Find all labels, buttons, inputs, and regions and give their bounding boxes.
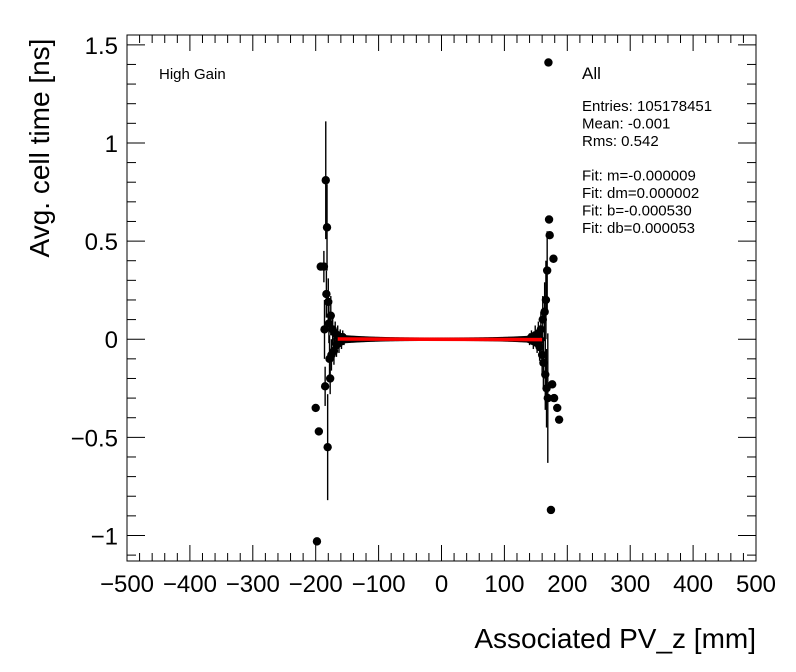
- point-marker: [320, 325, 329, 334]
- y-axis-title: Avg. cell time [ns]: [24, 39, 55, 258]
- data-point: [554, 415, 564, 424]
- data-point: [323, 394, 332, 501]
- x-tick-label: −400: [163, 571, 217, 598]
- y-tick-label: −1: [91, 523, 118, 550]
- x-tick-label: −200: [289, 571, 343, 598]
- data-point: [322, 184, 332, 271]
- stats-line: Entries: 105178451: [582, 98, 712, 115]
- x-tick-label: −100: [352, 571, 406, 598]
- point-marker: [545, 230, 554, 240]
- data-point: [542, 231, 552, 310]
- y-tick-label: 0.5: [85, 229, 118, 256]
- x-axis-title: Associated PV_z [mm]: [474, 623, 756, 654]
- point-marker: [322, 223, 332, 232]
- point-marker: [548, 380, 557, 389]
- data-point: [545, 230, 554, 240]
- y-tick-label: 0: [105, 327, 118, 354]
- data-point: [311, 403, 320, 413]
- point-marker: [541, 295, 551, 305]
- data-point: [320, 366, 330, 406]
- point-marker: [553, 403, 562, 413]
- point-marker: [544, 215, 554, 224]
- data-point: [549, 393, 559, 403]
- tick-labels: −500 −400 −300 −200 −100 0 100 200 300 400 500 −1 −0…: [71, 33, 776, 598]
- stats-line: Fit: db=0.000053: [582, 220, 695, 237]
- gain-label: High Gain: [159, 66, 226, 83]
- stats-line: Mean: -0.001: [582, 115, 670, 132]
- data-point: [546, 505, 556, 515]
- data-point: [544, 215, 554, 224]
- x-tick-label: 500: [736, 571, 776, 598]
- point-marker: [325, 374, 335, 383]
- y-tick-label: 1: [105, 131, 118, 158]
- fit-line: [337, 337, 543, 342]
- data-layer: [311, 58, 564, 546]
- point-marker: [322, 289, 331, 299]
- point-marker: [321, 176, 330, 185]
- y-tick-label: 1.5: [85, 33, 118, 60]
- x-tick-label: 300: [610, 571, 650, 598]
- stats-line: Fit: b=-0.000530: [582, 202, 692, 219]
- selection-label: All: [582, 64, 601, 83]
- point-marker: [544, 58, 553, 67]
- data-point: [553, 403, 562, 413]
- point-marker: [319, 262, 329, 271]
- data-point: [314, 427, 324, 436]
- stats-line: Fit: dm=0.000002: [582, 185, 699, 202]
- point-marker: [314, 427, 324, 436]
- data-point: [549, 254, 558, 263]
- point-marker: [554, 415, 564, 424]
- point-marker: [326, 311, 335, 320]
- x-tick-label: 0: [435, 571, 448, 598]
- data-point: [312, 537, 322, 546]
- axis-ticks: [126, 35, 757, 561]
- stats-line: Rms: 0.542: [582, 133, 659, 150]
- data-point: [319, 250, 329, 283]
- data-point: [544, 58, 553, 67]
- x-tick-label: 400: [673, 571, 713, 598]
- y-tick-label: −0.5: [71, 425, 118, 452]
- point-marker: [549, 393, 559, 403]
- x-tick-label: −500: [100, 571, 154, 598]
- data-point: [325, 362, 335, 395]
- point-marker: [323, 442, 332, 452]
- x-tick-label: −300: [226, 571, 280, 598]
- point-marker: [311, 403, 320, 413]
- point-marker: [549, 254, 558, 263]
- data-point: [320, 299, 329, 359]
- point-marker: [543, 393, 553, 403]
- stats-line: Fit: m=-0.000009: [582, 168, 696, 185]
- data-point: [548, 380, 557, 389]
- data-point: [321, 121, 330, 240]
- point-marker: [312, 537, 322, 546]
- point-marker: [546, 505, 556, 515]
- x-tick-label: 200: [547, 571, 587, 598]
- x-tick-label: 100: [484, 571, 524, 598]
- point-marker: [537, 350, 547, 360]
- point-marker: [542, 266, 552, 275]
- point-marker: [536, 325, 546, 334]
- point-marker: [320, 382, 330, 391]
- data-point: [543, 333, 553, 463]
